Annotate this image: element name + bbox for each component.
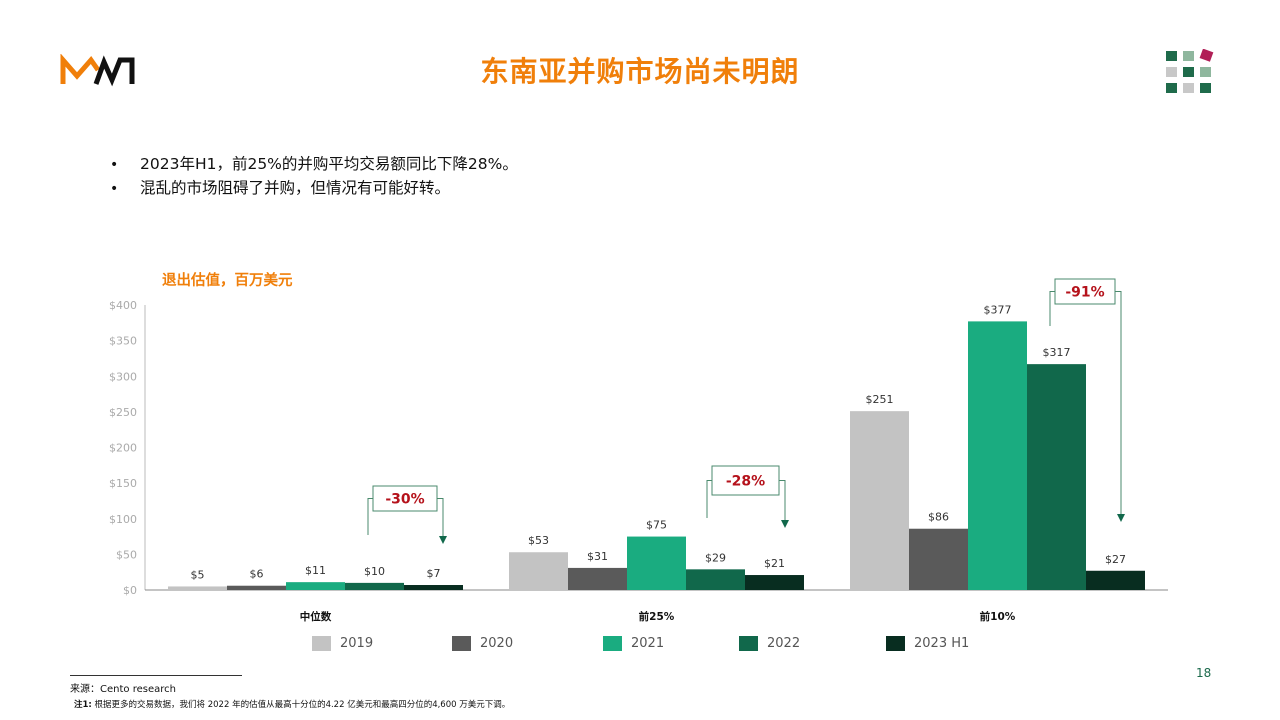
bar bbox=[509, 552, 568, 590]
bullet-item: • 混乱的市场阻碍了并购，但情况有可能好转。 bbox=[110, 176, 518, 200]
source-divider bbox=[70, 675, 242, 676]
data-label: $86 bbox=[928, 511, 949, 524]
footnote: 注1: 根据更多的交易数据，我们将 2022 年的估值从最高十分位的4.22 亿… bbox=[74, 698, 510, 710]
bullet-dot: • bbox=[110, 181, 119, 197]
data-label: $251 bbox=[866, 393, 894, 406]
y-tick-label: $350 bbox=[109, 335, 137, 348]
callout-connector bbox=[706, 480, 712, 518]
bar bbox=[1027, 364, 1086, 590]
data-label: $11 bbox=[305, 564, 326, 577]
data-label: $317 bbox=[1043, 346, 1071, 359]
bullet-item: • 2023年H1，前25%的并购平均交易额同比下降28%。 bbox=[110, 152, 518, 176]
callout-arrowhead bbox=[439, 536, 447, 544]
data-label: $31 bbox=[587, 550, 608, 563]
page-title: 东南亚并购市场尚未明朗 bbox=[480, 55, 800, 88]
legend-swatch bbox=[603, 636, 622, 651]
bullet-dot: • bbox=[110, 157, 119, 173]
data-label: $21 bbox=[764, 557, 785, 570]
y-tick-label: $400 bbox=[109, 299, 137, 312]
data-label: $75 bbox=[646, 519, 667, 532]
callout-label: -30% bbox=[385, 492, 424, 508]
callout-label: -91% bbox=[1065, 285, 1104, 301]
chart-label: 退出估值，百万美元 bbox=[162, 273, 293, 289]
y-tick-label: $50 bbox=[116, 548, 137, 561]
legend-item-2021: 2021 bbox=[603, 636, 664, 651]
bullet-text: 混乱的市场阻碍了并购，但情况有可能好转。 bbox=[140, 179, 451, 197]
legend-label: 2023 H1 bbox=[914, 636, 970, 651]
y-tick-label: $0 bbox=[123, 584, 137, 597]
bar bbox=[627, 536, 686, 590]
bar bbox=[404, 585, 463, 590]
data-label: $5 bbox=[191, 568, 205, 581]
legend-label: 2022 bbox=[767, 636, 801, 651]
data-label: $29 bbox=[705, 551, 726, 564]
data-label: $10 bbox=[364, 565, 385, 578]
data-label: $377 bbox=[984, 303, 1012, 316]
callout-box bbox=[372, 485, 438, 512]
y-tick-label: $200 bbox=[109, 442, 137, 455]
bar bbox=[909, 528, 968, 590]
bar bbox=[286, 582, 345, 590]
bar bbox=[168, 586, 227, 590]
source-text: 来源：Cento research bbox=[70, 684, 176, 695]
y-tick-label: $300 bbox=[109, 370, 137, 383]
data-label: $7 bbox=[427, 567, 441, 580]
callout-connector bbox=[367, 498, 373, 535]
legend-item-2019: 2019 bbox=[312, 636, 373, 651]
page-number: 18 bbox=[1196, 666, 1212, 680]
legend-item-2020: 2020 bbox=[452, 636, 513, 651]
legend-swatch bbox=[739, 636, 758, 651]
callout-connector bbox=[1049, 291, 1055, 326]
bar bbox=[968, 321, 1027, 590]
data-label: $53 bbox=[528, 534, 549, 547]
y-tick-label: $150 bbox=[109, 477, 137, 490]
y-tick-label: $100 bbox=[109, 513, 137, 526]
bar bbox=[568, 567, 627, 590]
bullet-list: • 2023年H1，前25%的并购平均交易额同比下降28%。 • 混乱的市场阻碍… bbox=[110, 152, 518, 200]
legend-swatch bbox=[886, 636, 905, 651]
callout-label: -28% bbox=[726, 474, 765, 490]
legend-label: 2020 bbox=[480, 636, 514, 651]
bar bbox=[1086, 570, 1145, 590]
legend-label: 2019 bbox=[340, 636, 374, 651]
x-category-label: 中位数 bbox=[300, 610, 332, 623]
footnote-text: 根据更多的交易数据，我们将 2022 年的估值从最高十分位的4.22 亿美元和最… bbox=[91, 700, 511, 710]
bullet-text: 2023年H1，前25%的并购平均交易额同比下降28%。 bbox=[140, 155, 518, 173]
bar bbox=[227, 585, 286, 590]
data-label: $6 bbox=[250, 568, 264, 581]
callout-arrow-line bbox=[1115, 291, 1122, 514]
mw-logo bbox=[60, 54, 135, 87]
callout-arrow-line bbox=[779, 480, 786, 520]
legend-item-2022: 2022 bbox=[739, 636, 800, 651]
bar bbox=[686, 569, 745, 590]
callout-arrow-line bbox=[437, 498, 444, 536]
callout-arrowhead bbox=[781, 520, 789, 528]
y-tick-label: $250 bbox=[109, 406, 137, 419]
bar bbox=[745, 575, 804, 590]
brand-squares-icon bbox=[1166, 49, 1214, 93]
data-label: $27 bbox=[1105, 553, 1126, 566]
callout-arrowhead bbox=[1117, 514, 1125, 522]
legend-swatch bbox=[312, 636, 331, 651]
x-category-label: 前10% bbox=[980, 610, 1016, 623]
footnote-label: 注1: bbox=[74, 700, 92, 710]
chart-legend: 2019 2020 2021 2022 2023 H1 bbox=[0, 636, 1280, 656]
legend-swatch bbox=[452, 636, 471, 651]
bar bbox=[850, 411, 909, 590]
legend-label: 2021 bbox=[631, 636, 665, 651]
bar bbox=[345, 582, 404, 590]
x-category-label: 前25% bbox=[639, 610, 675, 623]
legend-item-2023-h1: 2023 H1 bbox=[886, 636, 969, 651]
callout-box bbox=[1054, 278, 1116, 305]
